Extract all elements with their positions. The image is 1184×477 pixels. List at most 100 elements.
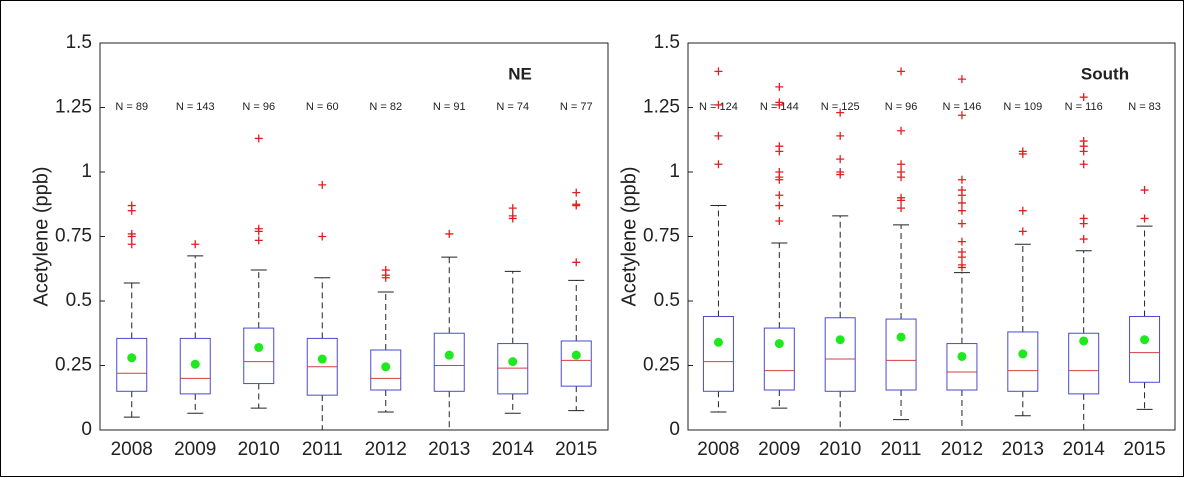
box — [946, 343, 978, 391]
mean — [896, 332, 906, 342]
n-label: N = 143 — [176, 101, 215, 113]
outlier — [1079, 147, 1088, 156]
outlier — [897, 196, 906, 205]
y-axis-label: Acetylene (ppb) — [30, 166, 52, 306]
x-tick-label: 2014 — [492, 439, 535, 460]
outlier — [254, 134, 263, 143]
outlier — [836, 131, 845, 140]
y-tick-label: 1.25 — [643, 97, 680, 118]
outlier — [1140, 214, 1149, 223]
x-tick-label: 2009 — [758, 439, 800, 460]
outlier — [957, 198, 966, 207]
box — [1129, 315, 1161, 383]
y-tick-label: 1.5 — [66, 32, 92, 53]
x-tick-label: 2010 — [819, 439, 861, 460]
annotation: NE — [508, 64, 532, 83]
mean — [190, 359, 200, 369]
outlier — [127, 232, 136, 241]
outlier — [775, 175, 784, 184]
outlier — [714, 160, 723, 169]
outlier — [836, 108, 845, 117]
outlier — [775, 147, 784, 156]
y-tick-label: 1.25 — [55, 97, 92, 118]
outlier — [1079, 235, 1088, 244]
x-tick-label: 2008 — [111, 439, 153, 460]
x-tick-label: 2008 — [697, 439, 739, 460]
y-tick-label: 0 — [81, 419, 92, 440]
y-tick-label: 1 — [81, 161, 92, 182]
n-label: N = 146 — [943, 101, 982, 113]
outlier — [1018, 149, 1027, 158]
outlier — [1018, 206, 1027, 215]
outlier — [775, 100, 784, 109]
outlier — [897, 204, 906, 213]
box — [824, 317, 856, 392]
outlier — [775, 82, 784, 91]
outlier — [897, 126, 906, 135]
outlier — [897, 173, 906, 182]
outlier — [191, 240, 200, 249]
mean — [835, 335, 845, 345]
n-label: N = 109 — [1003, 101, 1042, 113]
outlier — [381, 273, 390, 282]
x-tick-label: 2013 — [1002, 439, 1044, 460]
outlier — [318, 180, 327, 189]
outlier — [897, 160, 906, 169]
n-label: N = 125 — [821, 101, 860, 113]
box — [702, 315, 734, 392]
mean — [571, 350, 581, 360]
y-tick-label: 0.5 — [66, 290, 92, 311]
outlier — [572, 188, 581, 197]
y-tick-label: 1 — [669, 161, 680, 182]
outlier — [127, 240, 136, 249]
x-tick-label: 2011 — [881, 439, 922, 460]
n-label: N = 96 — [242, 101, 275, 113]
outlier — [714, 131, 723, 140]
box — [560, 340, 592, 387]
x-tick-label: 2013 — [428, 439, 470, 460]
x-tick-label: 2011 — [302, 439, 343, 460]
outlier — [957, 175, 966, 184]
mean — [713, 337, 723, 347]
outlier — [775, 201, 784, 210]
n-label: N = 91 — [433, 101, 466, 113]
mean — [774, 339, 784, 349]
y-tick-label: 0.75 — [643, 226, 680, 247]
mean — [1079, 336, 1089, 346]
outlier — [1140, 186, 1149, 195]
outlier — [508, 214, 517, 223]
y-tick-label: 0.25 — [643, 355, 680, 376]
outlier — [127, 206, 136, 215]
mean — [1018, 349, 1028, 359]
outlier — [572, 258, 581, 267]
mean — [1140, 335, 1150, 345]
outlier — [1018, 227, 1027, 236]
mean — [508, 357, 518, 367]
outlier — [957, 191, 966, 200]
outlier — [897, 67, 906, 76]
outlier — [445, 229, 454, 238]
box — [1007, 331, 1039, 392]
outlier — [572, 201, 581, 210]
outlier — [714, 100, 723, 109]
mean — [444, 350, 454, 360]
outlier — [1079, 219, 1088, 228]
outlier — [1079, 160, 1088, 169]
y-axis-label: Acetylene (ppb) — [618, 166, 640, 306]
x-tick-label: 2015 — [555, 439, 597, 460]
outlier — [836, 170, 845, 179]
n-label: N = 89 — [115, 101, 148, 113]
box — [433, 332, 465, 392]
mean — [254, 342, 264, 352]
outlier — [254, 236, 263, 245]
outlier — [775, 217, 784, 226]
outlier — [254, 227, 263, 236]
x-tick-label: 2014 — [1063, 439, 1106, 460]
outlier — [775, 191, 784, 200]
x-tick-label: 2012 — [941, 439, 983, 460]
box — [116, 337, 148, 392]
mean — [127, 353, 137, 363]
n-label: N = 96 — [885, 101, 918, 113]
